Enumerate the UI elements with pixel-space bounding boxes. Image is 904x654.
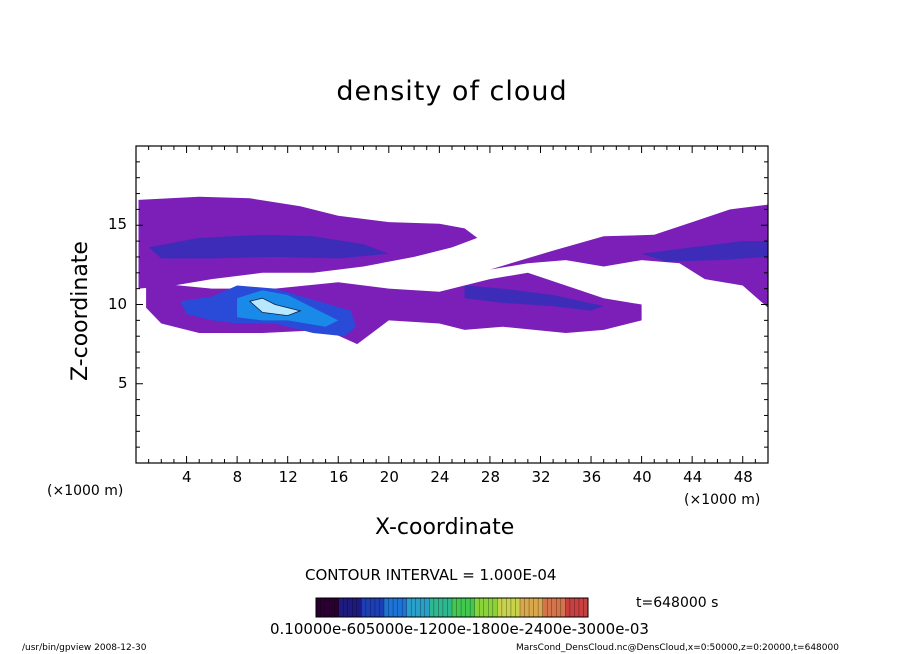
chart-title: density of cloud (336, 76, 568, 107)
contour-interval-label: CONTOUR INTERVAL = 1.000E-04 (305, 566, 557, 584)
colorbar-segment (338, 598, 362, 617)
x-tick-label: 28 (480, 468, 500, 486)
x-tick-label: 4 (182, 468, 192, 486)
x-tick-label: 32 (531, 468, 551, 486)
density-region-3 (148, 234, 389, 259)
colorbar-segment (452, 598, 476, 617)
colorbar (315, 597, 589, 618)
x-tick-label: 24 (430, 468, 450, 486)
y-tick-label: 15 (108, 215, 128, 234)
colorbar-segment (384, 598, 408, 617)
x-tick-label: 40 (632, 468, 652, 486)
x-tick-label: 48 (733, 468, 753, 486)
x-tick-label: 8 (232, 468, 243, 486)
x-axis-label: X-coordinate (375, 515, 515, 540)
density-region-4 (464, 285, 604, 311)
x-tick-label: 36 (582, 468, 602, 486)
colorbar-segment (406, 598, 430, 617)
colorbar-segment (474, 598, 498, 617)
density-regions (138, 196, 768, 345)
y-axis-label: Z-coordinate (68, 241, 93, 381)
x-tick-label: 20 (379, 468, 399, 486)
density-region-5 (641, 241, 768, 262)
footer-source: MarsCond_DensCloud.nc@DensCloud,x=0:5000… (516, 643, 839, 653)
density-region-8 (248, 297, 302, 317)
footer-command: /usr/bin/gpview 2008-12-30 (22, 643, 147, 653)
x-tick-label: 12 (278, 468, 298, 486)
colorbar-segment (497, 598, 521, 617)
y-tick-label: 5 (118, 373, 128, 392)
x-tick-label: 44 (683, 468, 703, 486)
colorbar-tick-labels: 0.10000e-605000e-1200e-1800e-2400e-3000e… (270, 620, 649, 638)
colorbar-segment (429, 598, 453, 617)
colorbar-frame (315, 597, 589, 618)
colorbar-segment (520, 598, 544, 617)
time-label: t=648000 s (636, 595, 719, 611)
density-region-2 (489, 204, 768, 308)
axis-ticks (136, 146, 768, 463)
x-axis-unit-right: (×1000 m) (684, 492, 761, 508)
colorbar-segment (542, 598, 566, 617)
x-axis-unit-left: (×1000 m) (47, 483, 124, 499)
y-tick-label: 10 (108, 294, 128, 313)
colorbar-segment (565, 598, 589, 617)
colorbar-segment (316, 598, 340, 617)
colorbar-segment (361, 598, 385, 617)
x-tick-label: 16 (329, 468, 349, 486)
